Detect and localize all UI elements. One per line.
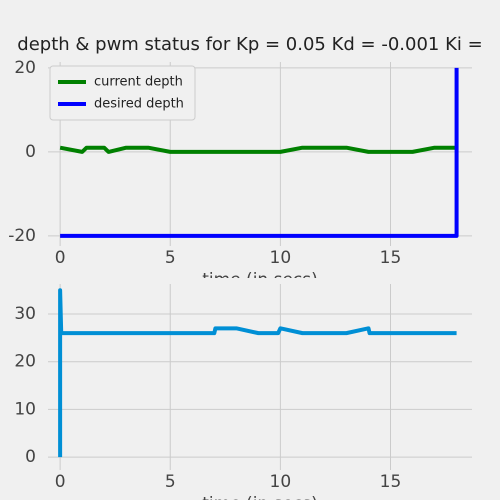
x-tick-label: 5 [165,472,176,492]
y-tick-label: 0 [25,142,36,162]
y-tick-label: 20 [14,58,36,78]
data-line [60,67,459,238]
x-tick-label: 0 [55,248,66,268]
data-line [58,288,457,458]
x-tick-label: 0 [55,472,66,492]
y-tick-label: -20 [8,226,36,246]
x-tick-label: 15 [380,472,402,492]
x-tick-label: 10 [270,472,292,492]
y-tick-label: 10 [14,399,36,419]
x-tick-label: 5 [165,248,176,268]
y-tick-label: 20 [14,352,36,372]
legend-label: desired depth [94,97,184,112]
x-tick-label: 10 [270,248,292,268]
data-line [59,145,457,154]
y-tick-label: 30 [14,304,36,324]
x-axis-label: time (in secs) [202,494,318,500]
axes-background [0,278,500,476]
legend-box [49,65,196,121]
y-tick-label: 0 [25,447,36,467]
chart-title: depth & pwm status for Kp = 0.05 Kd = -0… [17,34,482,55]
legend-label: current depth [94,75,183,90]
x-tick-label: 15 [380,248,402,268]
